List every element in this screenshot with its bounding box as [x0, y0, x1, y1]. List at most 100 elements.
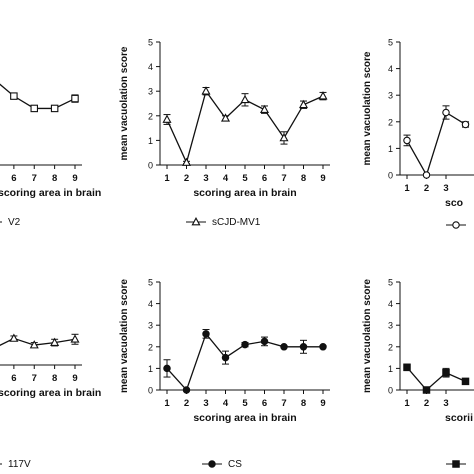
data-point [71, 94, 79, 103]
data-point [319, 343, 327, 351]
y-tick-label: 3 [148, 321, 153, 331]
x-axis-label: scoring area in brain [0, 187, 101, 199]
y-tick-label: 5 [388, 38, 393, 48]
x-tick-label: 6 [11, 173, 16, 184]
x-axis-label: sco [445, 197, 463, 209]
x-tick-label: 1 [164, 173, 170, 184]
y-tick-label: 2 [388, 342, 393, 352]
x-tick-label: 6 [11, 373, 16, 384]
legend-label: CS [228, 459, 242, 470]
data-point [422, 171, 431, 179]
y-tick-label: 4 [388, 299, 393, 309]
legend-marker [452, 460, 460, 468]
x-tick-label: 7 [281, 398, 286, 409]
x-tick-label: 9 [72, 373, 77, 384]
y-tick-label: 4 [148, 299, 153, 309]
series-line [406, 366, 466, 391]
y-tick-label: 2 [148, 342, 153, 352]
data-point [461, 120, 470, 129]
legend: 117V [0, 459, 31, 470]
legend-label: sCJD-MV1 [212, 217, 261, 228]
legend [446, 221, 466, 229]
y-tick-label: 4 [388, 64, 393, 74]
data-point [298, 99, 309, 109]
y-tick-label: 0 [388, 386, 393, 396]
x-tick-label: 5 [242, 398, 248, 409]
x-tick-label: 7 [281, 173, 286, 184]
y-axis-label: mean vacuolation score [119, 279, 130, 393]
data-point [10, 92, 18, 100]
legend-label: 117V [8, 459, 31, 470]
y-tick-label: 3 [388, 321, 393, 331]
data-point [318, 91, 328, 100]
x-axis-label: scoring area in brain [0, 387, 101, 399]
x-tick-label: 8 [52, 373, 57, 384]
y-tick-label: 0 [148, 161, 153, 171]
x-tick-label: 2 [424, 398, 429, 409]
legend: V2 [0, 217, 21, 228]
data-point [260, 337, 269, 346]
x-tick-label: 8 [301, 173, 306, 184]
y-tick-label: 3 [148, 87, 153, 97]
data-point [182, 386, 191, 394]
data-point [220, 113, 231, 122]
x-tick-label: 7 [32, 173, 37, 184]
x-tick-label: 2 [184, 173, 189, 184]
x-tick-label: 4 [223, 398, 229, 409]
y-tick-label: 1 [388, 144, 393, 154]
x-tick-label: 8 [52, 173, 57, 184]
x-axis-label: scoring area in brain [193, 187, 296, 199]
data-point [280, 343, 288, 351]
data-point [221, 353, 230, 362]
legend [446, 460, 466, 468]
data-point [403, 136, 411, 145]
data-point [241, 340, 249, 349]
x-tick-label: 9 [72, 173, 77, 184]
chart-panel-1: 6 7 8 9 scoring area in brain V2 [0, 83, 101, 228]
data-point [50, 337, 60, 346]
chart-panel-4: 6 7 8 9 scoring area in brain 117V [0, 333, 101, 470]
chart-panel-5: 0 1 2 3 4 5 1 2 3 4 5 6 7 8 9 mean vacuolation score sco… [119, 278, 330, 470]
data-point [50, 104, 59, 113]
x-tick-label: 3 [203, 173, 208, 184]
y-tick-label: 4 [148, 62, 153, 72]
data-point [30, 104, 38, 113]
x-tick-label: 2 [184, 398, 189, 409]
chart-panel-3: 0 1 2 3 4 5 1 2 3 mean vacuolation score sco [362, 38, 474, 229]
data-point [461, 377, 470, 386]
x-tick-label: 3 [203, 398, 208, 409]
data-point [202, 330, 210, 338]
y-tick-label: 2 [148, 111, 153, 121]
x-tick-label: 1 [164, 398, 170, 409]
y-tick-label: 2 [388, 117, 393, 127]
x-tick-label: 7 [32, 373, 37, 384]
x-tick-label: 6 [262, 173, 267, 184]
data-point [181, 157, 192, 166]
data-point [29, 340, 39, 349]
y-tick-label: 5 [388, 278, 393, 288]
legend-label: V2 [8, 217, 21, 228]
y-tick-label: 1 [388, 364, 393, 374]
data-point [162, 114, 172, 123]
x-tick-label: 9 [320, 173, 325, 184]
legend: CS [202, 459, 242, 470]
y-axis-label: mean vacuolation score [362, 51, 373, 165]
x-tick-label: 4 [223, 173, 229, 184]
x-tick-label: 8 [301, 398, 306, 409]
chart-panel-6: 0 1 2 3 4 5 1 2 3 mean vacuolation score scorii [362, 278, 474, 468]
data-point [9, 333, 19, 342]
y-tick-label: 0 [148, 386, 153, 396]
y-tick-label: 0 [388, 171, 393, 181]
data-point [259, 104, 270, 113]
data-point [163, 364, 171, 373]
y-tick-label: 3 [388, 91, 393, 101]
y-axis-label: mean vacuolation score [362, 279, 373, 393]
y-tick-label: 1 [148, 136, 153, 146]
y-tick-label: 5 [148, 278, 153, 288]
x-tick-label: 1 [404, 398, 410, 409]
y-axis-label: mean vacuolation score [119, 46, 130, 160]
series-line [406, 111, 466, 177]
legend: sCJD-MV1 [186, 217, 261, 228]
legend-marker [452, 221, 460, 229]
x-tick-label: 1 [404, 183, 410, 194]
